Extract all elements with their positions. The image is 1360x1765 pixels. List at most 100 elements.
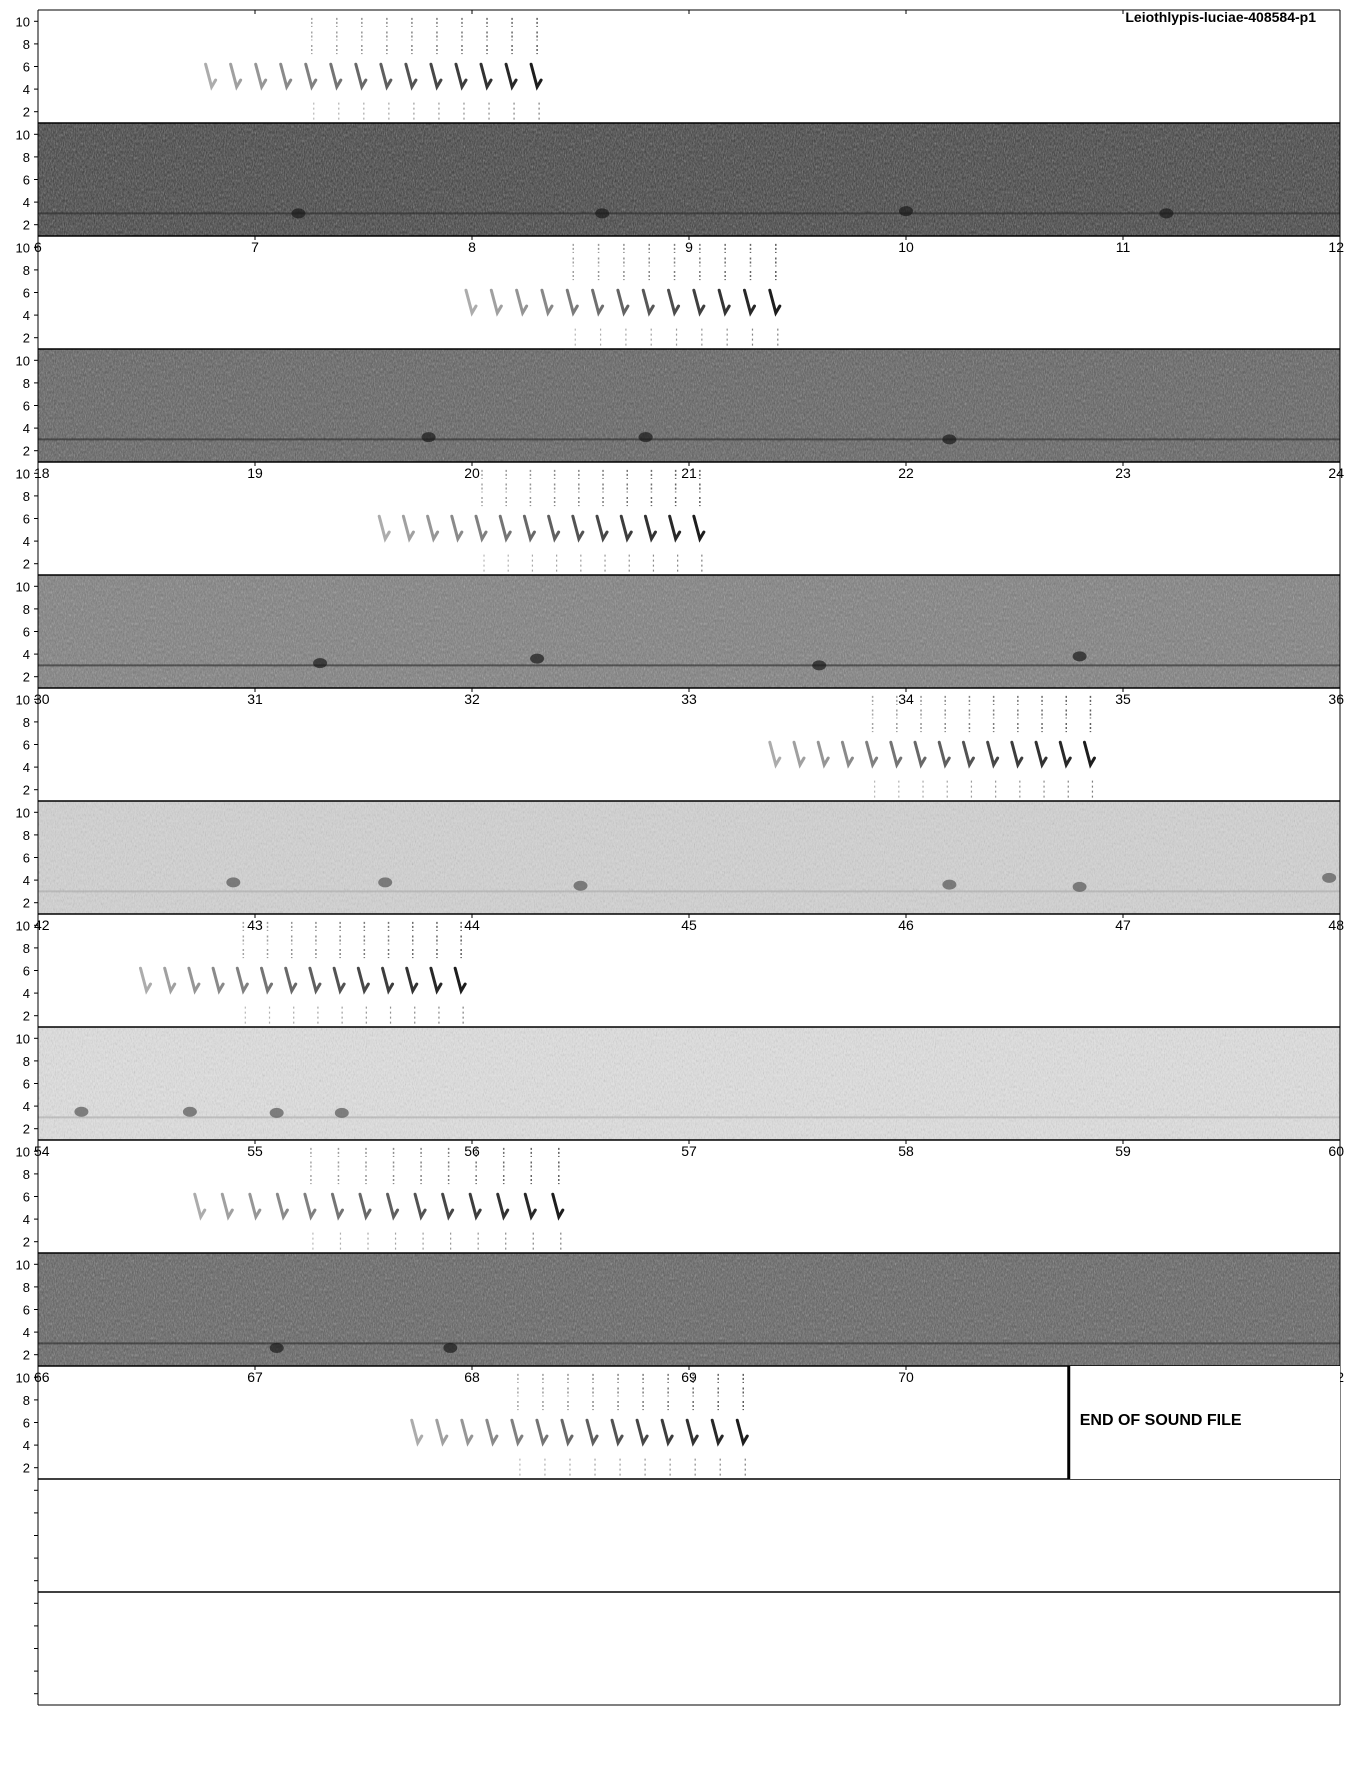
y-tick-label: 8 <box>23 1167 30 1182</box>
x-tick-label: 54 <box>34 1143 50 1159</box>
song-note <box>454 17 468 121</box>
song-note <box>668 469 682 573</box>
song-note <box>522 469 536 573</box>
song-note-stroke <box>535 1418 549 1447</box>
song-note-stroke <box>279 62 293 91</box>
y-tick-label: 8 <box>23 602 30 617</box>
song-note <box>1082 695 1096 799</box>
song-note <box>163 966 177 995</box>
noise-mark <box>378 877 393 888</box>
noise-mark <box>942 434 957 445</box>
song-note-stroke <box>496 1192 510 1221</box>
song-note-stroke <box>193 1192 207 1221</box>
x-tick-label: 45 <box>681 917 697 933</box>
song-note <box>453 921 467 1025</box>
y-tick-label: 6 <box>23 173 30 188</box>
y-tick-label: 10 <box>16 1370 30 1385</box>
song-note-stroke <box>401 514 415 543</box>
song-note <box>913 695 927 799</box>
song-note <box>547 469 561 573</box>
noise-mark <box>443 1342 458 1353</box>
song-note-stroke <box>413 1192 427 1221</box>
y-tick-label: 4 <box>23 760 30 775</box>
song-note-stroke <box>254 62 268 91</box>
song-note <box>379 17 393 121</box>
y-tick-label: 10 <box>16 1257 30 1272</box>
noise-mark <box>182 1106 197 1117</box>
y-tick-label: 10 <box>16 1144 30 1159</box>
song-note <box>381 921 395 1025</box>
song-note-stroke <box>668 514 682 543</box>
song-note-stroke <box>1082 740 1096 769</box>
song-note-stroke <box>489 288 503 317</box>
song-note <box>464 288 478 317</box>
song-note <box>792 740 806 769</box>
y-tick-label: 10 <box>16 579 30 594</box>
y-tick-label: 4 <box>23 534 30 549</box>
x-tick-label: 12 <box>1328 239 1344 255</box>
y-tick-label: 2 <box>23 1009 30 1024</box>
song-note-stroke <box>595 514 609 543</box>
song-note <box>426 514 440 543</box>
song-note <box>529 17 543 121</box>
song-note <box>1034 695 1048 799</box>
noise-mark <box>812 660 827 671</box>
song-note-stroke <box>358 1192 372 1221</box>
song-note-stroke <box>377 514 391 543</box>
song-note <box>717 243 731 347</box>
y-tick-label: 6 <box>23 512 30 527</box>
song-note-stroke <box>405 966 419 995</box>
y-tick-label: 8 <box>23 150 30 165</box>
x-tick-label: 56 <box>464 1143 480 1159</box>
song-note-stroke <box>540 288 554 317</box>
song-note-stroke <box>565 288 579 317</box>
y-tick-label: 6 <box>23 625 30 640</box>
page-title: Leiothlypis-luciae-408584-p1 <box>1125 9 1316 25</box>
song-note <box>308 921 322 1025</box>
song-note <box>515 288 529 317</box>
y-tick-label: 4 <box>23 1438 30 1453</box>
song-note <box>742 243 756 347</box>
song-note-stroke <box>1058 740 1072 769</box>
song-note-stroke <box>453 966 467 995</box>
x-tick-label: 23 <box>1115 465 1131 481</box>
y-tick-label: 6 <box>23 1303 30 1318</box>
y-tick-label: 2 <box>23 1235 30 1250</box>
song-note <box>229 62 243 91</box>
noise-mark <box>421 432 436 443</box>
song-note <box>937 695 951 799</box>
y-tick-label: 2 <box>23 218 30 233</box>
y-tick-label: 10 <box>16 353 30 368</box>
x-tick-label: 34 <box>898 691 914 707</box>
song-note <box>254 62 268 91</box>
y-tick-label: 10 <box>16 805 30 820</box>
song-note-stroke <box>498 514 512 543</box>
x-tick-label: 10 <box>898 239 914 255</box>
y-tick-label: 6 <box>23 964 30 979</box>
song-note-stroke <box>354 62 368 91</box>
y-tick-label: 10 <box>16 127 30 142</box>
x-tick-label: 8 <box>468 239 476 255</box>
song-note <box>489 288 503 317</box>
x-tick-label: 68 <box>464 1369 480 1385</box>
song-note <box>405 921 419 1025</box>
x-tick-label: 46 <box>898 917 914 933</box>
x-tick-label: 60 <box>1328 1143 1344 1159</box>
song-note <box>1058 695 1072 799</box>
song-note <box>330 1147 344 1251</box>
y-tick-label: 10 <box>16 918 30 933</box>
song-note-stroke <box>710 1418 724 1447</box>
y-tick-label: 2 <box>23 670 30 685</box>
x-tick-label: 35 <box>1115 691 1131 707</box>
x-tick-label: 55 <box>247 1143 263 1159</box>
song-note-stroke <box>468 1192 482 1221</box>
song-note <box>768 243 782 347</box>
song-note <box>889 695 903 799</box>
song-note-stroke <box>591 288 605 317</box>
y-tick-label: 2 <box>23 557 30 572</box>
song-note <box>685 1373 699 1477</box>
song-note-stroke <box>735 1418 749 1447</box>
noise-mark <box>530 653 545 664</box>
song-note <box>235 921 249 1025</box>
song-note-stroke <box>426 514 440 543</box>
